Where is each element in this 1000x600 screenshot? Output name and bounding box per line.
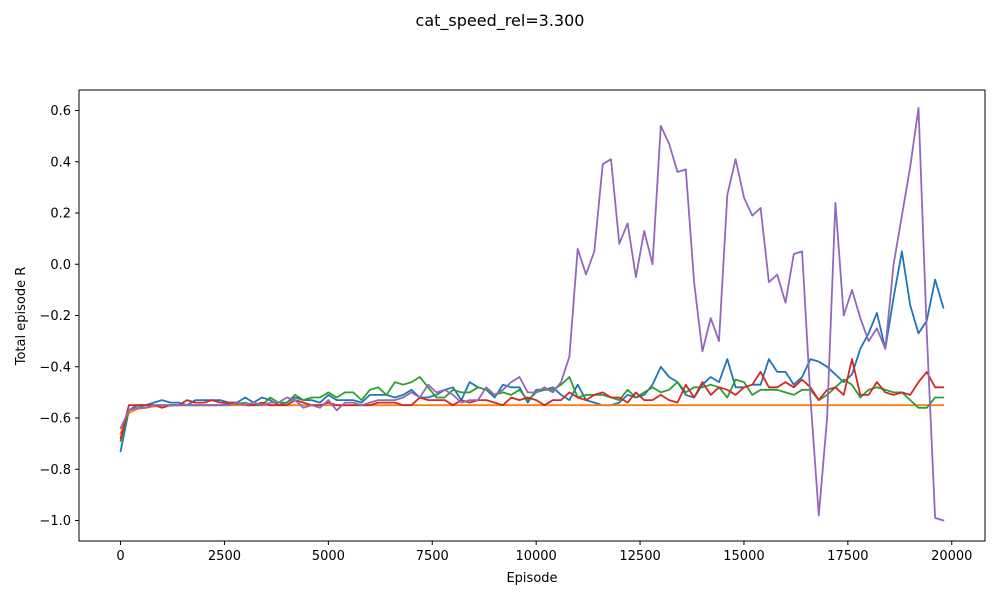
y-tick-label: 0.2: [50, 207, 71, 222]
series-layer: [119, 107, 945, 522]
y-tick-label: 0.0: [50, 258, 71, 273]
series-line-5: [119, 107, 945, 522]
y-tick-label: 0.6: [50, 104, 71, 119]
y-axis-label: Total episode R: [14, 267, 29, 367]
y-tick-label: 0.4: [50, 155, 71, 170]
x-tick-label: 15000: [723, 549, 764, 564]
y-tick-label: −0.6: [39, 412, 71, 427]
series-line-3: [119, 376, 945, 443]
x-tick-label: 20000: [931, 549, 972, 564]
y-tick-label: −0.8: [39, 463, 71, 478]
x-axis-label: Episode: [506, 571, 557, 586]
x-tick-label: 2500: [208, 549, 241, 564]
x-tick-label: 5000: [312, 549, 345, 564]
x-tick-label: 10000: [515, 549, 556, 564]
x-tick-label: 7500: [416, 549, 449, 564]
x-tick-label: 17500: [827, 549, 868, 564]
figure-suptitle: cat_speed_rel=3.300: [416, 11, 585, 31]
y-tick-label: −0.2: [39, 309, 71, 324]
x-tick-label: 0: [116, 549, 124, 564]
y-tick-label: −0.4: [39, 360, 71, 375]
plot-area: 0 2500 5000 7500 10000 12500 15000 17500 20000 −…: [39, 89, 986, 564]
x-axis-ticks: 0 2500 5000 7500 10000 12500 15000 17500 20000: [116, 541, 972, 564]
y-axis-ticks: −1.0 −0.8 −0.6 −0.4 −0.2 0.0 0.2 0.4 0.6: [39, 104, 79, 529]
x-tick-label: 12500: [619, 549, 660, 564]
y-tick-label: −1.0: [39, 514, 71, 529]
